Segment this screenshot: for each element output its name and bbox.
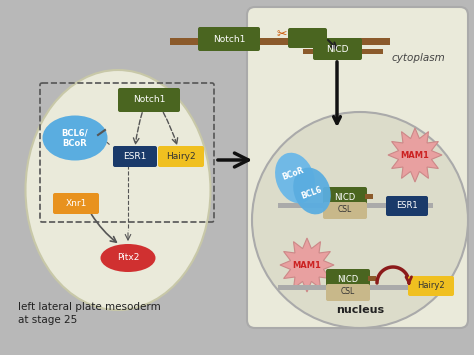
Text: MAM1: MAM1 (401, 151, 429, 159)
Bar (278, 203, 433, 208)
Text: BCL6/: BCL6/ (62, 129, 88, 137)
FancyBboxPatch shape (408, 276, 454, 296)
Text: NICD: NICD (337, 274, 359, 284)
Bar (368, 276, 376, 281)
Polygon shape (280, 238, 334, 292)
Text: ESR1: ESR1 (396, 202, 418, 211)
FancyBboxPatch shape (323, 187, 367, 207)
Text: Pitx2: Pitx2 (117, 253, 139, 262)
FancyBboxPatch shape (288, 28, 327, 48)
FancyBboxPatch shape (198, 27, 260, 51)
FancyBboxPatch shape (313, 38, 362, 60)
FancyBboxPatch shape (326, 269, 370, 289)
Ellipse shape (293, 168, 331, 214)
Text: Hairy2: Hairy2 (417, 282, 445, 290)
Text: ✂: ✂ (277, 27, 287, 40)
Ellipse shape (43, 115, 108, 160)
Ellipse shape (275, 153, 315, 203)
Bar (278, 285, 433, 290)
FancyBboxPatch shape (386, 196, 428, 216)
Text: Notch1: Notch1 (133, 95, 165, 104)
FancyBboxPatch shape (247, 7, 468, 328)
FancyBboxPatch shape (323, 202, 367, 219)
Circle shape (252, 112, 468, 328)
Text: cytoplasm: cytoplasm (391, 53, 445, 63)
Text: Xnr1: Xnr1 (65, 199, 87, 208)
FancyBboxPatch shape (158, 146, 204, 167)
Text: CSL: CSL (338, 206, 352, 214)
Bar (170, 38, 390, 45)
Text: NICD: NICD (334, 192, 356, 202)
Text: ESR1: ESR1 (123, 152, 146, 161)
Text: Hairy2: Hairy2 (166, 152, 196, 161)
Bar (365, 194, 373, 199)
Bar (303, 49, 383, 54)
FancyBboxPatch shape (113, 146, 157, 167)
Text: nucleus: nucleus (336, 305, 384, 315)
Text: MAM1: MAM1 (292, 261, 321, 269)
Polygon shape (388, 128, 442, 182)
Text: BCoR: BCoR (281, 166, 305, 182)
Text: left lateral plate mesoderm
at stage 25: left lateral plate mesoderm at stage 25 (18, 302, 161, 325)
Ellipse shape (26, 70, 210, 310)
FancyBboxPatch shape (118, 88, 180, 112)
Text: NICD: NICD (326, 44, 348, 54)
Text: CSL: CSL (341, 288, 355, 296)
Text: BCL6: BCL6 (300, 185, 323, 201)
FancyBboxPatch shape (53, 193, 99, 214)
FancyBboxPatch shape (326, 284, 370, 301)
FancyArrowPatch shape (218, 153, 248, 167)
Text: Notch1: Notch1 (213, 34, 245, 44)
Ellipse shape (100, 244, 155, 272)
Text: BCoR: BCoR (63, 138, 87, 147)
